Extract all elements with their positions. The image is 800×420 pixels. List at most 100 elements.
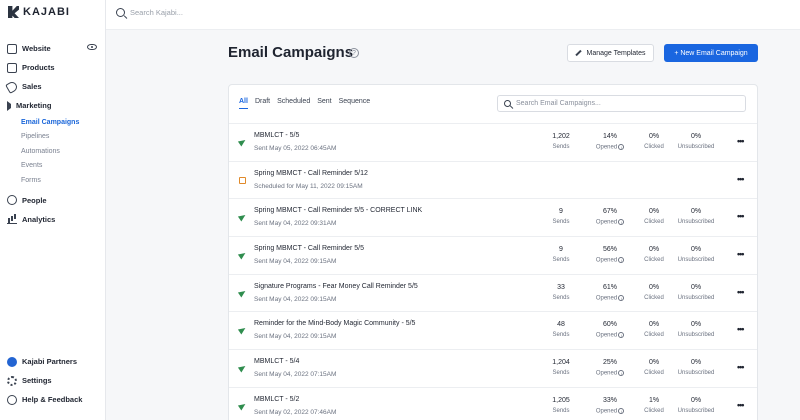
info-icon[interactable]: i [618, 407, 625, 414]
campaign-row[interactable]: Spring MBMCT - Call Reminder 5/12 Schedul… [229, 162, 757, 200]
opened-stat: 67% Opened i [590, 208, 630, 226]
opened-label-text: Opened [595, 144, 618, 151]
sidebar-subitem-pipelines[interactable]: Pipelines [21, 133, 50, 141]
clicked-stat: 1% Clicked [634, 397, 674, 414]
more-options-icon[interactable]: ••• [737, 286, 745, 297]
tab-sent[interactable]: Sent [317, 98, 332, 105]
unsubscribed-label-text: Unsubscribed [677, 144, 715, 150]
tab-sequence[interactable]: Sequence [338, 98, 371, 105]
help-icon[interactable]: ? [349, 48, 359, 58]
eye-icon[interactable] [87, 44, 97, 50]
sends-label-text: Sends [552, 257, 570, 264]
sidebar-item-people[interactable]: People [0, 191, 106, 210]
sidebar-item-website[interactable]: Website [0, 39, 106, 58]
info-icon[interactable]: i [618, 294, 625, 301]
new-email-campaign-button[interactable]: + New Email Campaign [664, 44, 758, 62]
sidebar-item-help-feedback[interactable]: Help & Feedback [0, 390, 106, 409]
more-options-icon[interactable]: ••• [737, 136, 745, 146]
campaign-row[interactable]: MBMLCT - 5/2 Sent May 02, 2022 07:46AM 1,2… [229, 388, 757, 420]
clicked-value: 0% [648, 133, 660, 140]
info-icon[interactable]: i [618, 219, 625, 226]
info-icon[interactable]: i [618, 370, 625, 377]
sends-stat: 9 Sends [541, 208, 581, 225]
sidebar-item-sales[interactable]: Sales [0, 77, 106, 96]
campaign-search-input[interactable]: Search Email Campaigns... [497, 95, 746, 112]
more-options-icon[interactable]: ••• [737, 399, 745, 410]
clicked-label: Clicked [634, 408, 674, 414]
campaign-name[interactable]: Spring MBMCT - Call Reminder 5/5 - CORRE… [254, 207, 423, 215]
campaign-status: Scheduled for May 11, 2022 09:15AM [254, 182, 363, 190]
sends-stat: 9 Sends [541, 246, 581, 263]
unsubscribed-stat: 0% Unsubscribed [676, 359, 716, 376]
unsubscribed-label-text: Unsubscribed [677, 294, 715, 301]
sidebar-item-kajabi-partners[interactable]: Kajabi Partners [0, 352, 106, 371]
campaign-name[interactable]: Signature Programs - Fear Money Call Rem… [254, 282, 418, 290]
tab-scheduled[interactable]: Scheduled [277, 98, 311, 105]
unsubscribed-value: 0% [690, 283, 702, 291]
sidebar-item-label: Sales [22, 82, 42, 91]
unsubscribed-label: Unsubscribed [676, 332, 716, 338]
campaign-row[interactable]: MBMLCT - 5/5 Sent May 05, 2022 06:45AM 1,2… [229, 124, 757, 162]
sends-stat: 1,205 Sends [541, 397, 581, 414]
clicked-label-text: Clicked [644, 294, 664, 301]
send-icon [237, 363, 248, 373]
campaign-row[interactable]: Spring MBMCT - Call Reminder 5/5 - CORRE… [229, 199, 757, 238]
clicked-label: Clicked [634, 295, 674, 301]
manage-templates-label: Manage Templates [586, 49, 646, 57]
sidebar-item-settings[interactable]: Settings [0, 371, 106, 390]
campaign-status: Sent May 04, 2022 09:15AM [254, 258, 337, 266]
kajabi-logo[interactable]: KAJABI [8, 6, 70, 18]
sidebar-subitem-events[interactable]: Events [21, 162, 43, 170]
clicked-stat: 0% Clicked [634, 359, 674, 376]
sidebar-subitem-email-campaigns[interactable]: Email Campaigns [21, 118, 80, 126]
sends-label: Sends [541, 370, 581, 376]
info-icon[interactable]: i [618, 332, 625, 339]
sidebar-item-label: Help & Feedback [22, 395, 83, 404]
campaign-list: MBMLCT - 5/5 Sent May 05, 2022 06:45AM 1,2… [229, 123, 757, 420]
global-search[interactable]: Search Kajabi... [116, 8, 183, 17]
tab-all[interactable]: All [239, 98, 248, 109]
info-icon[interactable]: i [618, 144, 625, 150]
sidebar-item-products[interactable]: Products [0, 58, 106, 77]
clicked-label-text: Clicked [644, 219, 664, 226]
opened-stat: 61% Opened i [590, 284, 630, 301]
clicked-label: Clicked [634, 219, 674, 225]
unsubscribed-label: Unsubscribed [676, 408, 716, 414]
campaign-name[interactable]: MBMLCT - 5/5 [254, 132, 300, 139]
global-search-input[interactable]: Search Kajabi... [130, 8, 183, 17]
campaign-status: Sent May 04, 2022 09:15AM [254, 295, 337, 303]
tab-draft[interactable]: Draft [254, 98, 271, 105]
campaign-name[interactable]: Reminder for the Mind-Body Magic Communi… [254, 320, 416, 328]
campaign-name[interactable]: MBMLCT - 5/2 [254, 395, 300, 403]
partner-icon [7, 356, 17, 367]
chart-icon [7, 214, 17, 224]
clicked-value: 0% [648, 321, 660, 329]
manage-templates-button[interactable]: Manage Templates [567, 44, 654, 62]
campaign-name[interactable]: MBMLCT - 5/4 [254, 358, 300, 366]
campaign-status: Sent May 04, 2022 07:15AM [254, 371, 337, 379]
campaign-row[interactable]: MBMLCT - 5/4 Sent May 04, 2022 07:15AM 1,2… [229, 350, 757, 388]
more-options-icon[interactable]: ••• [737, 211, 745, 222]
campaign-name[interactable]: Spring MBMCT - Call Reminder 5/5 [254, 245, 364, 253]
sidebar-item-label: Settings [22, 376, 52, 385]
search-icon [504, 100, 511, 107]
more-options-icon[interactable]: ••• [737, 324, 745, 335]
sidebar-subitem-automations[interactable]: Automations [21, 147, 60, 155]
opened-stat: 25% Opened i [590, 359, 630, 377]
campaign-row[interactable]: Signature Programs - Fear Money Call Rem… [229, 275, 757, 313]
sidebar-item-analytics[interactable]: Analytics [0, 210, 106, 229]
unsubscribed-label: Unsubscribed [676, 257, 716, 263]
opened-stat: 60% Opened i [590, 321, 630, 339]
campaign-name[interactable]: Spring MBMCT - Call Reminder 5/12 [254, 169, 368, 177]
more-options-icon[interactable]: ••• [737, 249, 745, 260]
sidebar-subitem-forms[interactable]: Forms [21, 176, 41, 184]
clicked-value: 0% [648, 208, 660, 216]
sidebar-item-marketing[interactable]: Marketing [0, 96, 106, 115]
sidebar-item-label: Products [22, 63, 55, 72]
info-icon[interactable]: i [618, 257, 625, 264]
more-options-icon[interactable]: ••• [737, 362, 745, 373]
clicked-label: Clicked [634, 144, 674, 150]
campaign-row[interactable]: Reminder for the Mind-Body Magic Communi… [229, 312, 757, 351]
campaign-row[interactable]: Spring MBMCT - Call Reminder 5/5 Sent May… [229, 237, 757, 275]
more-options-icon[interactable]: ••• [737, 173, 745, 184]
